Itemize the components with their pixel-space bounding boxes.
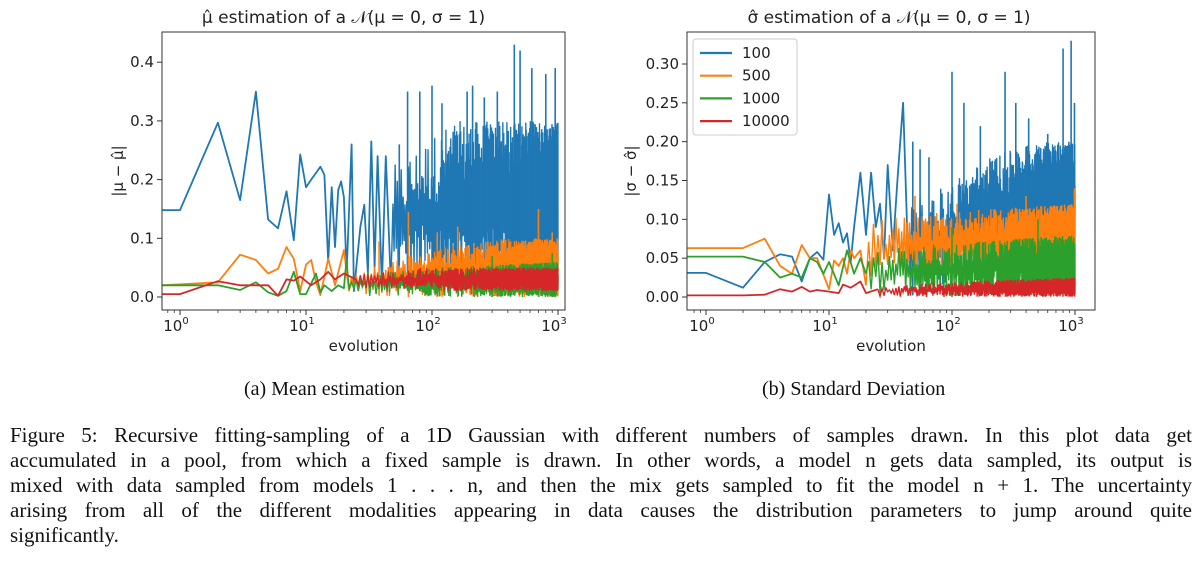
x-tick-exp: 1 bbox=[831, 316, 837, 327]
y-tick-label: 0.30 bbox=[646, 55, 679, 73]
y-tick-label: 0.4 bbox=[130, 53, 154, 71]
x-tick-base: 10 bbox=[163, 317, 182, 335]
legend-label: 1000 bbox=[742, 89, 780, 107]
caption-line: accumulated in a pool, from which a fixe… bbox=[10, 448, 1192, 472]
chart-title: σ̂ estimation of a 𝒩(μ = 0, σ = 1) bbox=[747, 8, 1030, 28]
legend-label: 100 bbox=[742, 44, 771, 62]
series-line-100 bbox=[687, 101, 909, 289]
series-10000 bbox=[687, 277, 1076, 299]
series-line-10000 bbox=[162, 270, 357, 297]
series-line-1000 bbox=[687, 249, 867, 287]
y-tick-label: 0.05 bbox=[646, 249, 679, 267]
series-line-10000 bbox=[687, 280, 879, 297]
series-line-500 bbox=[162, 246, 350, 297]
x-tick-exp: 0 bbox=[182, 316, 188, 327]
x-tick-base: 10 bbox=[1058, 317, 1077, 335]
y-axis-label: |σ − σ̂| bbox=[622, 145, 640, 196]
y-tick-label: 0.2 bbox=[130, 171, 154, 189]
x-tick-label: 102 bbox=[935, 316, 960, 335]
chart-panel-std: 100 101 102 1030.000.050.100.150.200.250.30… bbox=[622, 8, 1096, 355]
x-tick-label: 102 bbox=[415, 316, 440, 335]
x-tick-label: 103 bbox=[541, 316, 566, 335]
x-tick-label: 101 bbox=[812, 316, 837, 335]
caption-line: Figure 5: Recursive fitting-sampling of … bbox=[10, 423, 1192, 447]
x-axis-label: evolution bbox=[329, 337, 399, 355]
x-axis-label: evolution bbox=[856, 337, 926, 355]
caption-line: significantly. bbox=[10, 523, 119, 547]
series-dense-500 bbox=[348, 238, 559, 297]
x-tick-label: 101 bbox=[289, 316, 314, 335]
subcaption-a: (a) Mean estimation bbox=[244, 378, 406, 400]
series-line-500 bbox=[687, 237, 867, 291]
y-tick-label: 0.15 bbox=[646, 171, 679, 189]
axes-frame bbox=[686, 31, 1096, 311]
x-tick-exp: 1 bbox=[308, 316, 314, 327]
x-tick-base: 10 bbox=[812, 317, 831, 335]
series-10000 bbox=[162, 267, 559, 297]
plot-area bbox=[687, 40, 1076, 299]
legend-frame bbox=[692, 38, 798, 136]
y-tick-label: 0.10 bbox=[646, 210, 679, 228]
x-tick-exp: 2 bbox=[434, 316, 440, 327]
caption-line: arising from all of the different modali… bbox=[10, 498, 1192, 522]
y-tick-label: 0.0 bbox=[130, 288, 154, 306]
x-tick-base: 10 bbox=[689, 317, 708, 335]
x-tick-label: 100 bbox=[163, 316, 188, 335]
figure-caption: Figure 5: Recursive fitting-sampling of … bbox=[10, 423, 1192, 548]
series-dense-10000 bbox=[355, 267, 559, 292]
plot-area bbox=[162, 44, 559, 298]
y-tick-label: 0.1 bbox=[130, 229, 154, 247]
chart-title: μ̂ estimation of a 𝒩(μ = 0, σ = 1) bbox=[202, 8, 485, 28]
x-tick-label: 103 bbox=[1058, 316, 1083, 335]
legend: 100 500 1000 10000 bbox=[692, 38, 798, 136]
x-tick-exp: 3 bbox=[1077, 316, 1083, 327]
series-dense-10000 bbox=[877, 277, 1076, 299]
y-tick-label: 0.00 bbox=[646, 288, 679, 306]
series-dense-100 bbox=[390, 121, 559, 286]
legend-label: 500 bbox=[742, 67, 771, 85]
subcaption-b: (b) Standard Deviation bbox=[762, 378, 946, 400]
x-tick-base: 10 bbox=[289, 317, 308, 335]
x-tick-base: 10 bbox=[935, 317, 954, 335]
x-tick-base: 10 bbox=[541, 317, 560, 335]
y-axis-label: |μ − μ̂| bbox=[109, 145, 127, 196]
series-line-100 bbox=[162, 90, 392, 293]
y-tick-label: 0.25 bbox=[646, 94, 679, 112]
x-tick-exp: 2 bbox=[954, 316, 960, 327]
x-tick-exp: 3 bbox=[560, 316, 566, 327]
x-tick-exp: 0 bbox=[708, 316, 714, 327]
x-tick-label: 100 bbox=[689, 316, 714, 335]
y-tick-label: 0.20 bbox=[646, 133, 679, 151]
y-tick-label: 0.3 bbox=[130, 112, 154, 130]
caption-line: mixed with data sampled from models 1 . … bbox=[10, 473, 1192, 497]
legend-label: 10000 bbox=[742, 112, 790, 130]
axes-frame bbox=[161, 31, 566, 311]
x-tick-base: 10 bbox=[415, 317, 434, 335]
